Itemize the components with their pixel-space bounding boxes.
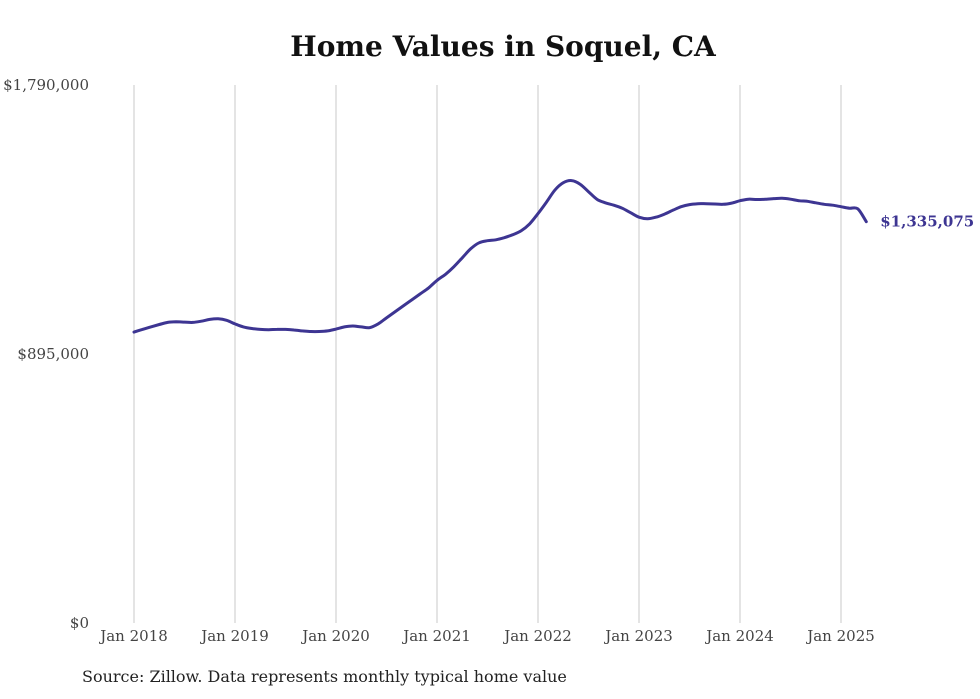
x-tick-label: Jan 2023 [603,627,673,645]
x-tick-label: Jan 2019 [199,627,269,645]
x-tick-label: Jan 2018 [98,627,168,645]
y-tick-label: $895,000 [17,345,89,363]
series-line [132,179,868,334]
source-note: Source: Zillow. Data represents monthly … [82,667,567,686]
x-tick-label: Jan 2021 [401,627,471,645]
line-chart: $0$895,000$1,790,000 Jan 2018 Jan 2019 Jan… [3,76,974,645]
x-tick-label: Jan 2024 [704,627,774,645]
y-tick-label: $0 [70,614,89,632]
x-tick-label: Jan 2022 [502,627,572,645]
gridlines [133,85,842,623]
y-tick-label: $1,790,000 [3,76,89,94]
end-value-label: $1,335,075 [880,213,974,231]
x-axis-ticks: Jan 2018 Jan 2019 Jan 2020 Jan 2021 Jan 2022… [98,627,875,645]
series-layer [132,179,868,334]
x-tick-label: Jan 2025 [805,627,875,645]
chart-title: Home Values in Soquel, CA [290,30,716,63]
end-label-layer: $1,335,075 [880,213,974,231]
y-axis-ticks: $0 $895,000 $1,790,000 [3,76,89,632]
x-tick-label: Jan 2020 [300,627,370,645]
